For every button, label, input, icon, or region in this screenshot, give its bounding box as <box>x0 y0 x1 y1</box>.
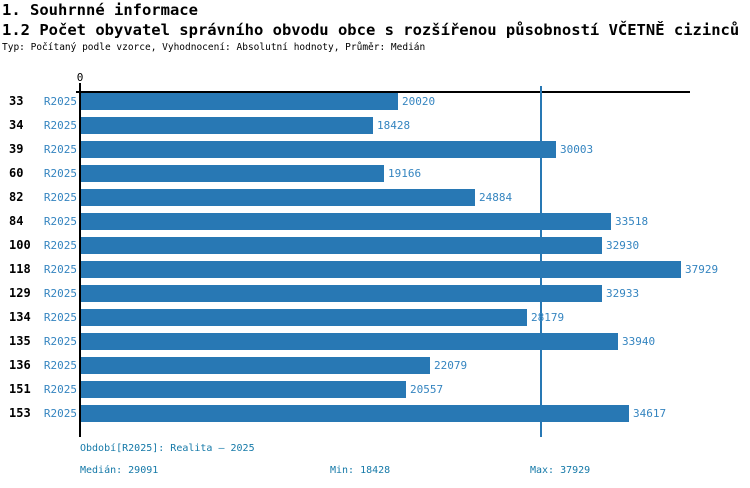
footer-period-label: Období[R2025]: Realita – 2025 <box>80 443 255 454</box>
row-category-label: 82 <box>9 190 24 204</box>
row-series-label: R2025 <box>43 407 77 420</box>
row-series-label: R2025 <box>43 263 77 276</box>
row-category-label: 153 <box>9 406 31 420</box>
bar-value-label: 20020 <box>402 95 436 108</box>
row-category-label: 60 <box>9 166 24 180</box>
bar <box>81 141 556 158</box>
row-category-label: 129 <box>9 286 31 300</box>
bar-value-label: 19166 <box>388 167 422 180</box>
row-series-label: R2025 <box>43 191 77 204</box>
row-series-label: R2025 <box>43 287 77 300</box>
row-category-label: 118 <box>9 262 31 276</box>
bar-value-label: 24884 <box>479 191 513 204</box>
page-title: 1. Souhrnné informace <box>2 1 198 19</box>
y-axis-line <box>79 83 81 437</box>
bar-value-label: 28179 <box>531 311 565 324</box>
bar <box>81 261 681 278</box>
row-series-label: R2025 <box>43 119 77 132</box>
row-series-label: R2025 <box>43 359 77 372</box>
bar <box>81 381 406 398</box>
chart-subtitle: Typ: Počítaný podle vzorce, Vyhodnocení:… <box>2 42 426 53</box>
row-category-label: 34 <box>9 118 24 132</box>
x-axis-line <box>76 91 690 93</box>
row-series-label: R2025 <box>43 95 77 108</box>
row-category-label: 100 <box>9 238 31 252</box>
row-series-label: R2025 <box>43 311 77 324</box>
x-axis-origin-label: 0 <box>76 71 84 84</box>
row-series-label: R2025 <box>43 215 77 228</box>
row-category-label: 39 <box>9 142 24 156</box>
bar-value-label: 30003 <box>560 143 594 156</box>
bar <box>81 165 384 182</box>
bar <box>81 405 629 422</box>
bar-value-label: 33518 <box>615 215 649 228</box>
row-series-label: R2025 <box>43 335 77 348</box>
row-series-label: R2025 <box>43 167 77 180</box>
bar <box>81 309 527 326</box>
bar <box>81 93 398 110</box>
bar-value-label: 34617 <box>633 407 667 420</box>
row-series-label: R2025 <box>43 143 77 156</box>
footer-max-label: Max: 37929 <box>530 465 591 476</box>
footer-median-label: Medián: 29091 <box>80 465 159 476</box>
row-category-label: 135 <box>9 334 31 348</box>
row-series-label: R2025 <box>43 383 77 396</box>
bar-value-label: 33940 <box>622 335 656 348</box>
bar <box>81 189 475 206</box>
bar-value-label: 18428 <box>377 119 411 132</box>
footer-min-label: Min: 18428 <box>330 465 391 476</box>
row-series-label: R2025 <box>43 239 77 252</box>
chart-title: 1.2 Počet obyvatel správního obvodu obce… <box>2 21 740 39</box>
bar <box>81 237 602 254</box>
bar <box>81 213 611 230</box>
bar <box>81 357 430 374</box>
row-category-label: 134 <box>9 310 31 324</box>
bar-value-label: 20557 <box>410 383 444 396</box>
row-category-label: 84 <box>9 214 24 228</box>
row-category-label: 33 <box>9 94 24 108</box>
bar-value-label: 22079 <box>434 359 468 372</box>
bar <box>81 117 373 134</box>
bar-value-label: 32930 <box>606 239 640 252</box>
row-category-label: 136 <box>9 358 31 372</box>
bar <box>81 333 618 350</box>
bar-value-label: 32933 <box>606 287 640 300</box>
row-category-label: 151 <box>9 382 31 396</box>
bar <box>81 285 602 302</box>
bar-value-label: 37929 <box>685 263 719 276</box>
